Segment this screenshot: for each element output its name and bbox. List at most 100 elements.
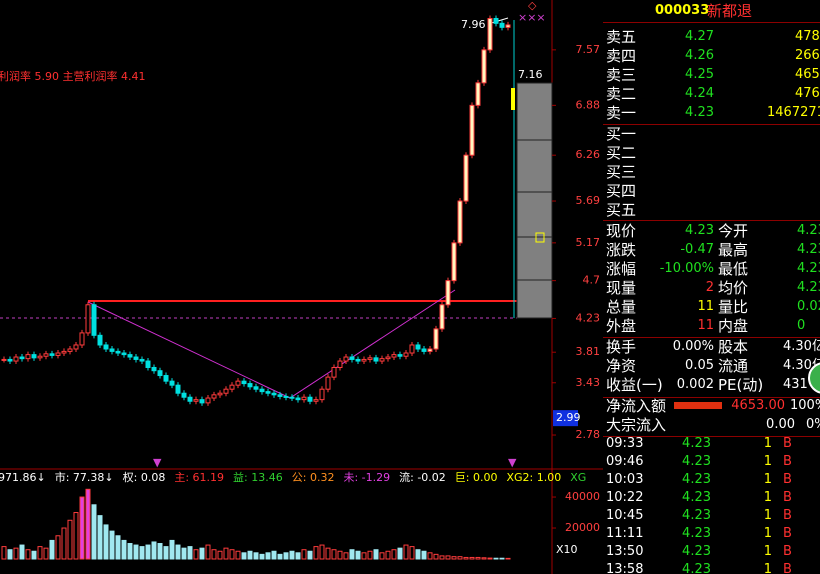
candle: [199, 399, 205, 404]
trade-volume: 1: [763, 436, 772, 451]
quote-label: 现价: [606, 222, 637, 240]
trade-price: 4.23: [682, 562, 711, 574]
volume-bar: [499, 557, 505, 560]
candle: [277, 394, 283, 397]
panel-divider: [603, 436, 820, 437]
book-price: 4.25: [685, 67, 714, 82]
candle: [409, 344, 415, 354]
volume-bar: [295, 552, 301, 560]
volume-bar: [415, 549, 421, 560]
volume-bar: [169, 539, 175, 560]
high-label: 7.96: [461, 18, 486, 31]
y-tick-label: 4.7: [583, 274, 601, 287]
trade-time: 10:45: [606, 508, 644, 523]
flow-pct: 100%: [790, 398, 820, 413]
candle: [295, 397, 301, 401]
price-tag-box: [553, 410, 578, 427]
volume-bar: [49, 539, 55, 560]
volume-bar: [61, 527, 67, 560]
trade-side: B: [783, 526, 792, 541]
quote-value: 4.23: [797, 223, 820, 238]
candle: [373, 357, 379, 362]
candle: [253, 386, 259, 390]
panel-divider: [603, 337, 820, 338]
volume-bar: [133, 544, 139, 560]
y-tick-label: 7.57: [576, 43, 601, 56]
book-label: 卖一: [606, 104, 637, 122]
candle: [91, 304, 97, 336]
volume-bar: [19, 544, 25, 560]
quote-label: 量比: [718, 298, 749, 316]
volume-bar: [217, 550, 223, 560]
candle: [151, 366, 157, 372]
fund-label: 净资: [606, 357, 637, 375]
y-tick-label: 3.81: [576, 345, 601, 358]
trade-volume: 1: [763, 508, 772, 523]
volume-bar: [367, 550, 373, 560]
volume-bar: [349, 549, 355, 560]
candle: [385, 356, 391, 360]
volume-bar: [67, 519, 73, 560]
quote-label: 均价: [718, 279, 749, 297]
book-price: 4.24: [685, 86, 714, 101]
candle: [451, 242, 457, 282]
indicator: 市: 77.38↓: [55, 470, 114, 484]
book-label: 买五: [606, 201, 637, 219]
panel-divider: [603, 124, 820, 125]
trade-side: B: [783, 454, 792, 469]
flow-value: 4653.00: [731, 398, 785, 413]
candle: [415, 344, 421, 350]
candle: [205, 397, 211, 404]
fund-value: 0.002: [676, 377, 714, 392]
volume-bar: [307, 550, 313, 560]
candle: [391, 354, 397, 358]
quote-label: 涨跌: [606, 241, 637, 259]
volume-bar: [43, 547, 49, 560]
trade-price: 4.23: [682, 508, 711, 523]
volume-bar: [79, 496, 85, 560]
volume-bar: [301, 549, 307, 560]
candle: [7, 358, 13, 362]
volume-bar: [325, 547, 331, 560]
candle: [217, 392, 223, 396]
volume-bar: [445, 555, 451, 560]
profit-note: 利润率 5.90 主营利润率 4.41: [0, 69, 145, 83]
quote-value: -0.47: [680, 242, 714, 257]
trade-volume: 1: [763, 472, 772, 487]
quote-value: 11: [697, 299, 714, 314]
price-tag: 2.99: [556, 411, 581, 424]
candle: [439, 304, 445, 330]
stock-name: 新都退: [707, 2, 753, 20]
book-volume: 4765: [795, 86, 820, 101]
candle: [139, 358, 145, 362]
volume-bar: [487, 557, 493, 560]
limit-marks: ×××: [518, 11, 546, 24]
mark-label: 7.16: [518, 68, 543, 81]
volume-bar: [283, 552, 289, 560]
fund-value: 431: [783, 377, 808, 392]
y-tick-label: 3.43: [576, 376, 601, 389]
candle: [493, 17, 499, 24]
candle: [463, 154, 469, 202]
candle: [403, 352, 409, 357]
volume-bar: [331, 549, 337, 560]
quote-label: 涨幅: [606, 260, 637, 278]
candle: [19, 356, 25, 360]
quote-value: 4.23: [797, 280, 820, 295]
quote-value: 4.23: [797, 242, 820, 257]
volume-bar: [91, 504, 97, 560]
flow-bar: [674, 402, 722, 409]
candle: [325, 376, 331, 390]
candle: [337, 360, 343, 368]
candle: [103, 344, 109, 350]
volume-bar: [271, 550, 277, 560]
indicator: 益: 13.46: [233, 470, 283, 484]
volume-bar: [385, 550, 391, 560]
quote-value: 0.02: [797, 299, 820, 314]
candle: [283, 395, 289, 398]
book-label: 买四: [606, 182, 637, 200]
indicator: 公: 0.32: [292, 471, 335, 484]
trade-volume: 1: [763, 526, 772, 541]
panel-divider: [603, 397, 820, 398]
indicator: 未: -1.29: [343, 471, 390, 484]
